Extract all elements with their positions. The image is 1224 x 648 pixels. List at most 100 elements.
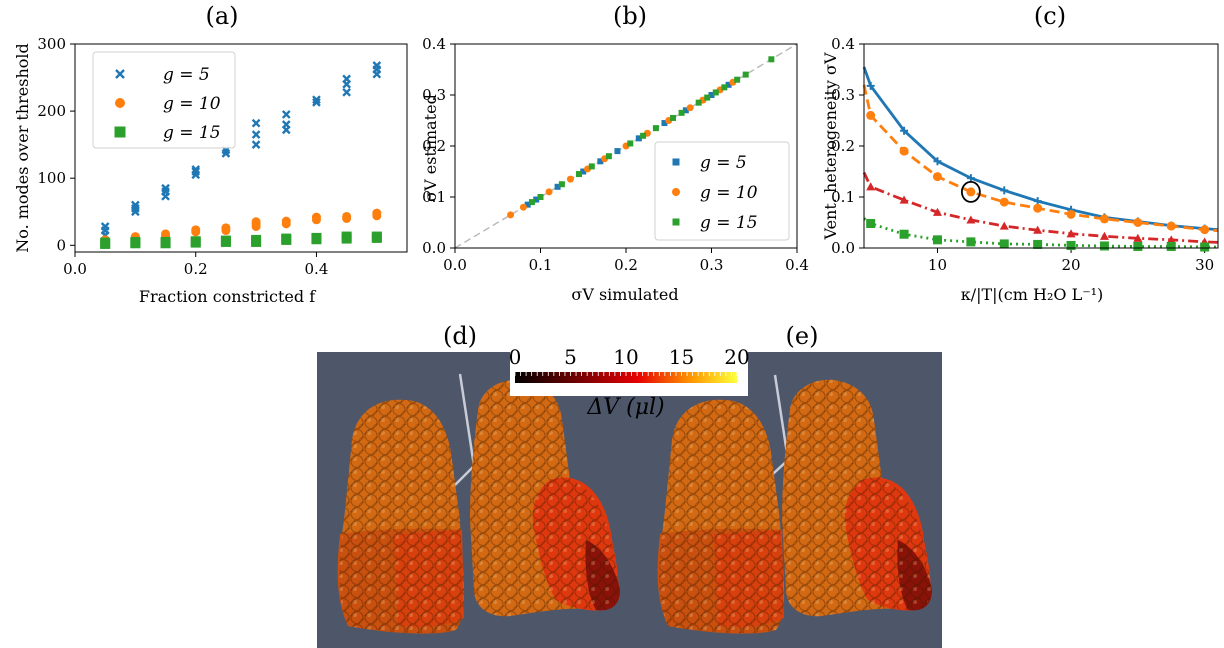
colorbar-tick-label: 5: [564, 345, 577, 369]
data-point: [725, 81, 732, 88]
panel-b-title: (b): [613, 2, 647, 30]
data-point: [220, 235, 231, 246]
y-tick-label: 200: [37, 102, 66, 120]
data-point: [1033, 239, 1043, 249]
data-point: [932, 207, 942, 216]
colorbar-label-backdrop: [510, 336, 748, 396]
x-tick-label: 20: [1062, 256, 1081, 274]
panel-a-title: (a): [205, 2, 238, 30]
colorbar-tick-label: 10: [613, 345, 638, 369]
chart-c-ylabel: Vent. heterogeneity σV: [821, 52, 840, 240]
data-point: [1000, 186, 1009, 195]
panel-c-title: (c): [1034, 2, 1066, 30]
x-tick-label: 0.0: [443, 256, 467, 274]
x-tick-label: 0.4: [305, 260, 329, 278]
data-point: [528, 199, 535, 206]
data-point: [554, 183, 561, 190]
data-point: [1099, 214, 1109, 224]
chart-b-xlabel: σV simulated: [571, 285, 678, 304]
chart-c: κ/|T|(cm H₂O L⁻¹) Vent. heterogeneity σV…: [821, 35, 1219, 304]
lung-e-right: [782, 379, 932, 617]
data-point: [605, 153, 612, 160]
data-point: [999, 221, 1009, 230]
colorbar-ticks: 0 5 10 15 20: [509, 345, 750, 376]
x-tick-label: 30: [1195, 256, 1214, 274]
data-point: [588, 163, 595, 170]
data-point: [678, 109, 685, 116]
legend-b-g15: g = 15: [700, 213, 758, 233]
y-tick-label: 0.1: [422, 188, 446, 206]
legend-marker: [114, 126, 126, 138]
legend-a-g10: g = 10: [163, 94, 221, 114]
data-point: [311, 212, 321, 222]
data-point: [558, 181, 565, 188]
y-tick-label: 0.0: [422, 239, 446, 257]
chart-c-ticks: 10 20 30 0.0 0.1 0.2 0.3 0.4: [831, 35, 1214, 274]
data-point: [130, 236, 141, 247]
data-point: [899, 195, 909, 204]
data-point: [281, 216, 291, 226]
data-point: [100, 237, 111, 248]
chart-b-ylabel: σV estimated: [421, 94, 440, 202]
legend-marker: [115, 98, 125, 108]
chart-b-legend: g = 5 g = 10 g = 15: [654, 141, 790, 241]
highlight-circle: [960, 180, 981, 203]
data-point: [1200, 225, 1210, 235]
data-point: [281, 110, 291, 119]
colorbar: 0 5 10 15 20 ΔV (μl): [509, 336, 750, 420]
data-point: [580, 168, 587, 175]
data-point: [734, 76, 741, 83]
chart-b-marks: [507, 56, 775, 219]
chart-a-ticks: 0.0 0.2 0.4 0 100 200 300: [37, 35, 328, 278]
data-point: [1166, 241, 1176, 251]
colorbar-gradient: [515, 372, 737, 383]
chart-b: σV simulated σV estimated 0.0 0.1 0.2 0.3 0.…: [421, 35, 809, 304]
data-point: [866, 81, 875, 90]
data-point: [191, 167, 201, 176]
data-point: [966, 215, 976, 224]
data-point: [704, 94, 711, 101]
chart-b-frame: [454, 43, 798, 249]
data-point: [161, 183, 170, 193]
y-tick-label: 0.2: [422, 137, 446, 155]
data-point: [999, 239, 1009, 249]
data-point: [640, 132, 647, 139]
data-point: [251, 234, 262, 245]
data-point: [342, 74, 351, 84]
data-point: [682, 107, 689, 114]
chart-c-xlabel: κ/|T|(cm H₂O L⁻¹): [961, 285, 1104, 304]
data-point: [1066, 209, 1076, 219]
data-point: [342, 87, 351, 97]
legend-marker: [672, 218, 680, 226]
data-point: [712, 89, 719, 96]
data-point: [342, 211, 352, 221]
data-point: [661, 120, 668, 127]
y-tick-label: 0.4: [422, 35, 446, 53]
panel-d-title: (d): [443, 322, 477, 350]
y-tick-label: 300: [37, 35, 66, 53]
data-point: [1033, 203, 1043, 213]
x-tick-label: 0.1: [529, 256, 553, 274]
data-point: [507, 211, 515, 219]
y-tick-label: 0: [56, 236, 66, 254]
chart-a-xlabel: Fraction constricted f: [139, 287, 316, 306]
data-point: [900, 126, 909, 135]
panel-e-title: (e): [786, 322, 819, 350]
data-point: [251, 118, 261, 128]
data-point: [695, 99, 702, 106]
data-point: [160, 236, 171, 247]
data-point: [251, 130, 261, 139]
data-point: [1033, 225, 1043, 234]
colorbar-tick-label: 0: [509, 345, 522, 369]
data-point: [597, 158, 604, 165]
y-tick-label: 0.1: [831, 188, 855, 206]
data-point: [537, 194, 544, 200]
x-tick-label: 10: [928, 256, 947, 274]
x-tick-label: 0.0: [63, 260, 87, 278]
data-point: [670, 114, 677, 121]
data-point: [371, 231, 382, 242]
legend-marker: [115, 69, 125, 79]
data-point: [1166, 221, 1176, 231]
data-point: [635, 135, 642, 142]
data-point: [575, 171, 582, 178]
